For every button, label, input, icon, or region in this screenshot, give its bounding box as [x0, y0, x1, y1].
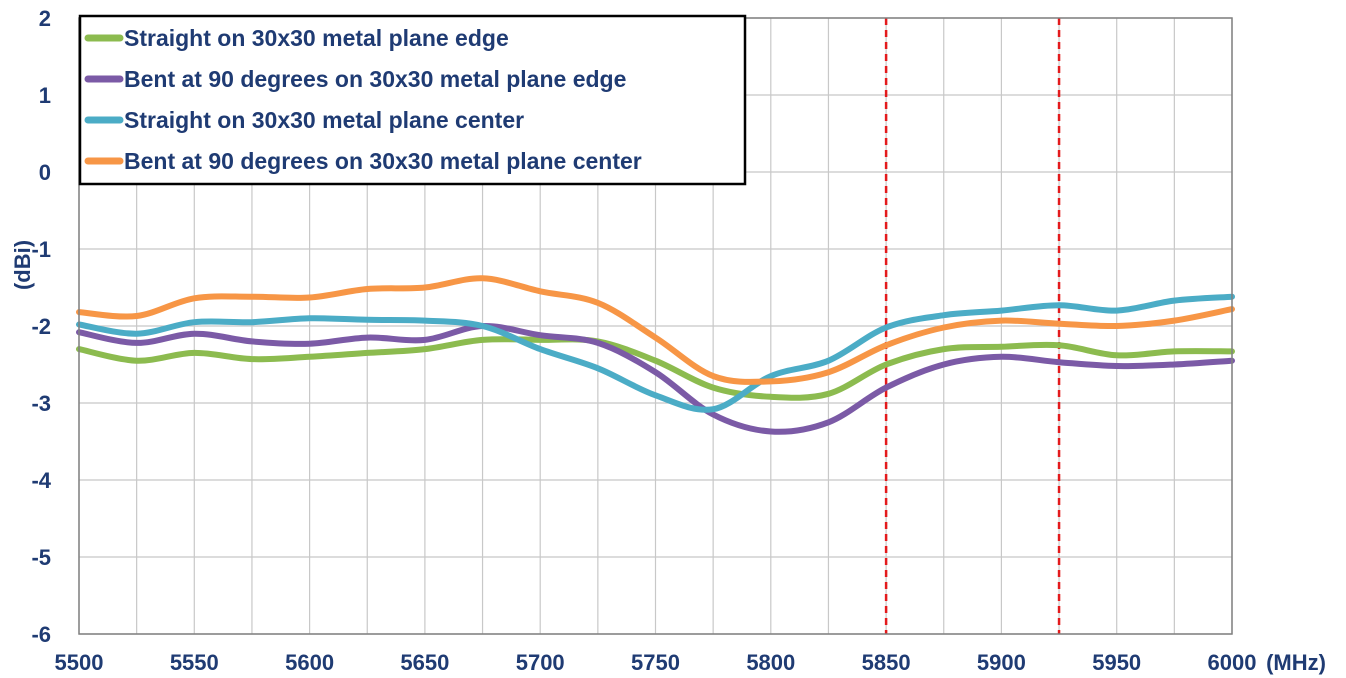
- series-line-2: [76, 322, 1235, 435]
- x-tick-label: 5650: [400, 650, 449, 675]
- x-tick-label: 5550: [170, 650, 219, 675]
- x-tick-label: 6000: [1208, 650, 1257, 675]
- legend-label: Bent at 90 degrees on 30x30 metal plane …: [124, 148, 642, 174]
- y-tick-label: -4: [31, 468, 51, 493]
- reference-lines: [884, 18, 1061, 634]
- series-line-4: [76, 275, 1235, 385]
- y-tick-label: -1: [31, 237, 51, 262]
- y-tick-label: -3: [31, 391, 51, 416]
- series-line-3: [76, 293, 1235, 413]
- series-line-1: [76, 336, 1235, 401]
- y-tick-label: -5: [31, 545, 51, 570]
- x-axis-label: (MHz): [1266, 650, 1326, 675]
- x-tick-label: 5700: [516, 650, 565, 675]
- y-tick-labels: 2 1 0 -1 -2 -3 -4 -5 -6: [31, 6, 51, 647]
- x-tick-label: 5950: [1092, 650, 1141, 675]
- legend-label: Bent at 90 degrees on 30x30 metal plane …: [124, 66, 626, 92]
- series-lines: [76, 275, 1235, 435]
- x-tick-label: 5600: [285, 650, 334, 675]
- y-tick-label: 2: [39, 6, 51, 31]
- x-tick-label: 5500: [55, 650, 104, 675]
- y-tick-label: -6: [31, 622, 51, 647]
- x-tick-label: 5750: [631, 650, 680, 675]
- legend-label: Straight on 30x30 metal plane center: [124, 107, 524, 133]
- y-tick-label: 0: [39, 160, 51, 185]
- y-tick-label: 1: [39, 83, 51, 108]
- x-tick-label: 5900: [977, 650, 1026, 675]
- x-tick-label: 5800: [746, 650, 795, 675]
- y-tick-label: -2: [31, 314, 51, 339]
- legend: Straight on 30x30 metal plane edge Bent a…: [78, 14, 747, 186]
- legend-box: [78, 14, 747, 186]
- legend-label: Straight on 30x30 metal plane edge: [124, 25, 509, 51]
- x-tick-labels: 5500 5550 5600 5650 5700 5750 5800 5850 5900 5950…: [55, 650, 1257, 675]
- x-tick-label: 5850: [862, 650, 911, 675]
- y-axis-label: (dBi): [10, 240, 35, 290]
